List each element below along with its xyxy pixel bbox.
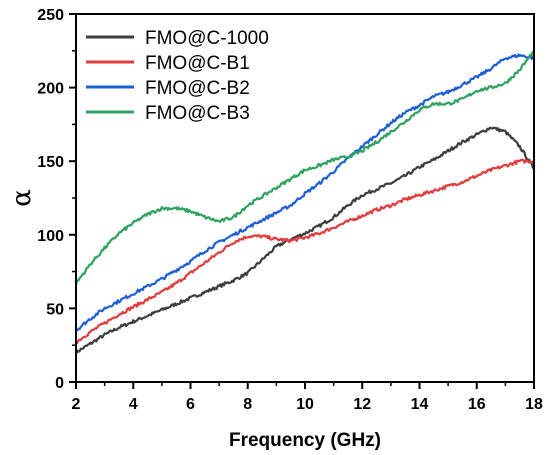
series-line-4 [74, 49, 535, 285]
plot-area: 2 4 6 8 10 12 14 16 18 0 50 100 150 200 250 [37, 7, 543, 413]
x-tick-label: 8 [243, 396, 252, 413]
x-tick-label: 16 [468, 396, 486, 413]
x-tick-label: 2 [72, 396, 81, 413]
y-axis: 0 50 100 150 200 250 [37, 7, 76, 392]
x-axis-title: Frequency (GHz) [229, 430, 381, 451]
y-tick-label: 150 [37, 154, 64, 171]
x-tick-label: 14 [411, 396, 429, 413]
x-tick-label: 18 [525, 396, 543, 413]
x-tick-label: 4 [129, 396, 138, 413]
y-tick-label: 50 [46, 301, 64, 318]
x-tick-label: 10 [296, 396, 314, 413]
x-tick-label: 12 [353, 396, 371, 413]
legend-label: FMO@C-B1 [145, 53, 250, 74]
y-axis-title: α [7, 189, 37, 207]
series-line-2 [75, 158, 535, 345]
legend-label: FMO@C-1000 [145, 28, 269, 49]
legend-label: FMO@C-B2 [145, 78, 250, 99]
series-layer [74, 49, 535, 355]
y-tick-label: 0 [55, 375, 64, 392]
series-line-3 [75, 53, 535, 332]
legend: FMO@C-1000 FMO@C-B1 FMO@C-B2 FMO@C-B3 [86, 28, 269, 124]
legend-label: FMO@C-B3 [145, 103, 250, 124]
y-tick-label: 100 [37, 228, 64, 245]
y-tick-label: 250 [37, 7, 64, 24]
x-axis: 2 4 6 8 10 12 14 16 18 [72, 382, 543, 413]
y-tick-label: 200 [37, 81, 64, 98]
series-line-1 [74, 126, 535, 355]
x-tick-label: 6 [186, 396, 195, 413]
